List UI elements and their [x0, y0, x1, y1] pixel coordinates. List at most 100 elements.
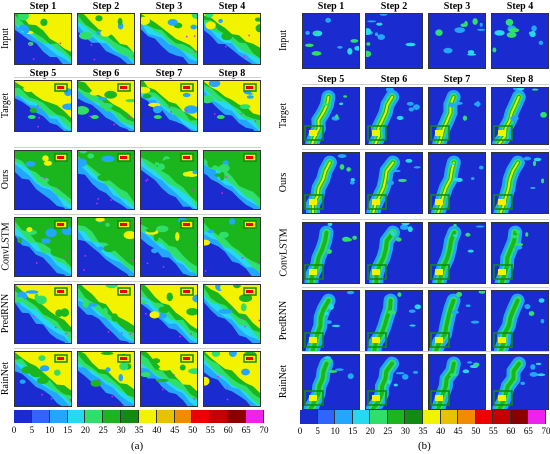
row-separator [302, 351, 549, 352]
row-label-ours: Ours [0, 169, 12, 190]
colorbar-segment [317, 410, 336, 424]
colorbar-tick-label: 40 [152, 425, 162, 435]
radar-map-tile [14, 351, 72, 407]
colorbar-tick-label: 5 [29, 425, 35, 435]
radar-map-tile [77, 80, 135, 132]
radar-map-tile [365, 13, 423, 69]
radar-map-tile [365, 87, 423, 145]
colorbar-segment [300, 410, 318, 424]
radar-map-tile [140, 150, 198, 210]
input-step-label: Step 3 [443, 1, 471, 12]
radar-map-tile [428, 87, 486, 145]
radar-map-tile [491, 87, 549, 145]
row-label-ours: Ours [278, 172, 290, 193]
colorbar-segment [156, 410, 175, 423]
row-label-predrnn: PredRNN [278, 300, 290, 341]
radar-map-tile [302, 290, 360, 352]
radar-map-tile [77, 13, 135, 65]
row-separator [14, 214, 261, 215]
radar-map-tile [428, 13, 486, 69]
panel-caption: (b) [418, 440, 431, 452]
radar-map-tile [77, 217, 135, 277]
colorbar-segment [31, 410, 50, 423]
row-label-convlstm: ConvLSTM [0, 222, 12, 271]
colorbar-segment [405, 410, 423, 424]
colorbar-tick-label: 60 [223, 425, 233, 435]
colorbar-segment [121, 410, 139, 423]
input-step-label: Step 4 [506, 1, 534, 12]
row-separator [302, 84, 549, 85]
radar-map-tile [14, 284, 72, 344]
colorbar-segment [458, 410, 476, 424]
input-step-label: Step 2 [92, 1, 120, 12]
row-separator [302, 287, 549, 288]
radar-map-tile [77, 351, 135, 407]
input-step-label: Step 1 [29, 1, 57, 12]
colorbar-tick-label: 55 [205, 425, 215, 435]
colorbar-segment [138, 410, 157, 423]
row-label-input: Input [0, 27, 12, 50]
row-separator [302, 149, 549, 150]
colorbar-tick-label: 15 [348, 426, 358, 436]
colorbar-segment [510, 410, 529, 424]
colorbar-segment [174, 410, 193, 423]
radar-map-tile [302, 222, 360, 284]
radar-map-tile [428, 222, 486, 284]
colorbar-tick-label: 5 [315, 426, 320, 436]
row-label-input: Input [278, 29, 290, 52]
colorbar-tick-label: 45 [170, 425, 180, 435]
radar-map-tile [491, 290, 549, 352]
radar-map-tile [140, 13, 198, 65]
row-separator [14, 77, 261, 78]
output-step-label: Step 5 [29, 68, 57, 79]
radar-map-tile [203, 217, 261, 277]
radar-map-tile [428, 152, 486, 214]
input-step-label: Step 4 [218, 1, 246, 12]
radar-map-tile [140, 217, 198, 277]
radar-map-tile [491, 13, 549, 69]
colorbar-tick-label: 40 [436, 426, 446, 436]
radar-map-tile [491, 152, 549, 214]
radar-map-tile [428, 290, 486, 352]
colorbar-segment [14, 410, 32, 423]
radar-map-tile [302, 152, 360, 214]
output-step-label: Step 7 [443, 74, 471, 85]
colorbar-tick-label: 25 [98, 425, 108, 435]
radar-map-tile [203, 150, 261, 210]
input-step-label: Step 3 [155, 1, 183, 12]
colorbar-tick-label: 0 [11, 425, 17, 435]
panel-b: Step 1 Step 2 Step 3 Step 4 Input Step 5 Step … [278, 0, 550, 454]
radar-map-tile [203, 13, 261, 65]
row-label-rainnet: RainNet [0, 361, 12, 396]
colorbar-tick-label: 30 [400, 426, 410, 436]
colorbar-tick-label: 20 [365, 426, 375, 436]
colorbar-segment [335, 410, 353, 424]
row-separator [14, 147, 261, 148]
output-step-label: Step 8 [506, 74, 534, 85]
radar-map-tile [203, 284, 261, 344]
colorbar-tick-label: 65 [241, 425, 251, 435]
input-step-label: Step 2 [380, 1, 408, 12]
colorbar-tick-label: 55 [488, 426, 498, 436]
row-label-rainnet: RainNet [278, 364, 290, 399]
radar-map-tile [491, 354, 549, 410]
colorbar-tick-label: 70 [541, 426, 550, 436]
colorbar-tick-label: 60 [506, 426, 516, 436]
row-label-predrnn: PredRNN [0, 293, 12, 334]
row-label-target: Target [278, 102, 290, 129]
colorbar-tick-label: 50 [188, 425, 198, 435]
colorbar-tick-label: 10 [45, 425, 55, 435]
colorbar [300, 410, 546, 424]
panel-a: Step 1 Step 2 Step 3 Step 4 Input Step 5 Step … [0, 0, 272, 454]
panel-caption: (a) [131, 440, 144, 452]
row-separator [302, 219, 549, 220]
colorbar-tick-label: 15 [63, 425, 73, 435]
radar-map-tile [140, 284, 198, 344]
colorbar-tick-label: 20 [80, 425, 90, 435]
colorbar-segment [493, 410, 511, 424]
radar-map-tile [491, 222, 549, 284]
row-label-target: Target [0, 92, 12, 119]
radar-map-tile [302, 87, 360, 145]
radar-map-tile [365, 354, 423, 410]
radar-map-tile [203, 80, 261, 132]
